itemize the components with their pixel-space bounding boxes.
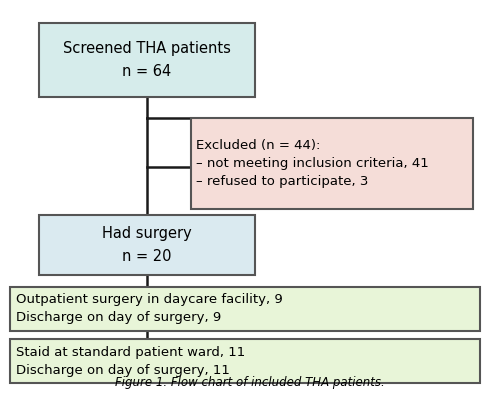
Text: Excluded (n = 44):
– not meeting inclusion criteria, 41
– refused to participate: Excluded (n = 44): – not meeting inclusi…: [196, 139, 429, 188]
Text: Screened THA patients
n = 64: Screened THA patients n = 64: [63, 41, 231, 79]
Text: Had surgery
n = 20: Had surgery n = 20: [102, 226, 192, 263]
Text: Staid at standard patient ward, 11
Discharge on day of surgery, 11: Staid at standard patient ward, 11 Disch…: [16, 346, 245, 376]
FancyBboxPatch shape: [10, 286, 480, 331]
Text: Outpatient surgery in daycare facility, 9
Discharge on day of surgery, 9: Outpatient surgery in daycare facility, …: [16, 293, 282, 324]
Text: Figure 1. Flow chart of included THA patients.: Figure 1. Flow chart of included THA pat…: [115, 376, 385, 389]
FancyBboxPatch shape: [40, 215, 255, 275]
FancyBboxPatch shape: [40, 23, 255, 97]
FancyBboxPatch shape: [191, 118, 473, 209]
FancyBboxPatch shape: [10, 339, 480, 383]
